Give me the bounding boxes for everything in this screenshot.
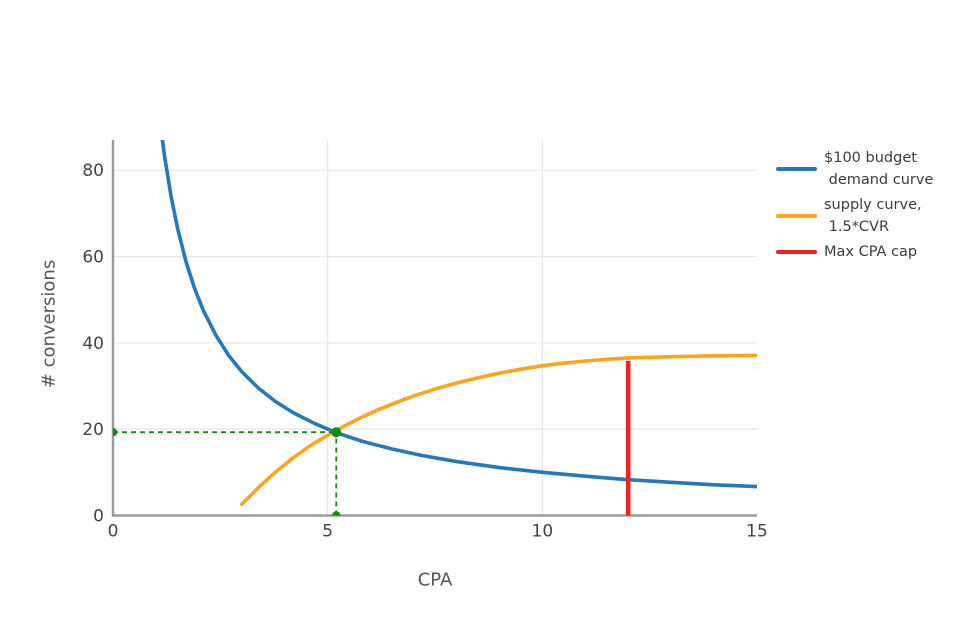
legend-swatch-demand-curve — [776, 167, 817, 171]
y-tick-label: 0 — [93, 507, 104, 527]
x-tick-label: 15 — [746, 522, 768, 542]
legend: $100 budget demand curve supply curve, 1… — [776, 147, 933, 263]
x-tick-label: 5 — [322, 522, 333, 542]
y-tick-label: 60 — [82, 248, 104, 268]
legend-swatch-max-cpa-cap — [776, 250, 817, 254]
intersection-marker — [332, 511, 341, 516]
legend-label-demand-curve: $100 budget demand curve — [824, 150, 934, 188]
y-tick-label: 80 — [82, 161, 104, 181]
legend-swatch-supply-curve — [776, 214, 817, 218]
x-tick-label: 0 — [108, 522, 119, 542]
intersection-marker — [113, 428, 118, 437]
y-tick-label: 20 — [82, 420, 104, 440]
demand-curve — [160, 140, 757, 489]
x-axis-title: CPA — [417, 569, 453, 591]
legend-label-max-cpa-cap: Max CPA cap — [824, 244, 918, 260]
legend-item-max-cpa-cap[interactable]: Max CPA cap — [776, 241, 933, 263]
supply-curve — [240, 353, 757, 507]
y-tick-label: 40 — [82, 334, 104, 354]
legend-label-supply-curve: supply curve, 1.5*CVR — [824, 197, 922, 235]
intersection-marker — [331, 427, 342, 438]
legend-item-demand-curve[interactable]: $100 budget demand curve — [776, 147, 933, 191]
y-axis-title: # conversions — [38, 259, 60, 389]
legend-item-supply-curve[interactable]: supply curve, 1.5*CVR — [776, 194, 933, 238]
x-tick-label: 10 — [532, 522, 554, 542]
